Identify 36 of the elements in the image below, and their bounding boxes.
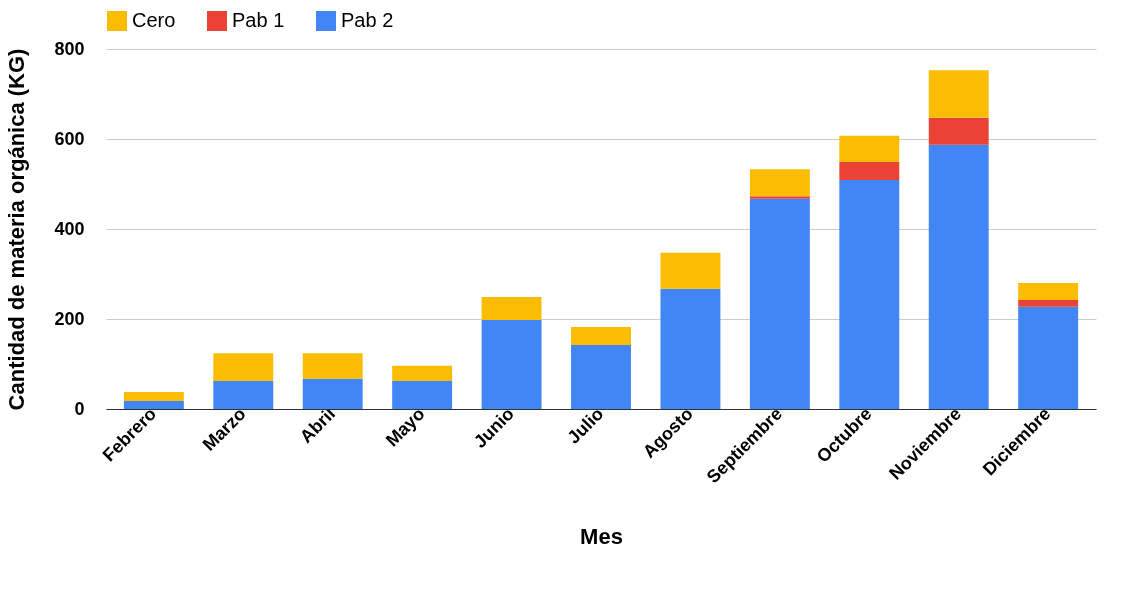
- bar: [749, 169, 810, 197]
- bar: [839, 161, 900, 180]
- bar: [839, 135, 900, 162]
- y-axis-title: Cantidad de materia orgánica (KG): [4, 48, 30, 411]
- bar: [928, 70, 989, 118]
- legend-label: Cero: [132, 9, 176, 31]
- bar: [392, 365, 453, 382]
- bar: [928, 144, 989, 409]
- bar: [123, 391, 184, 401]
- bar: [481, 319, 542, 409]
- bar: [749, 196, 810, 199]
- bar: [213, 381, 274, 409]
- bar: [1018, 283, 1079, 301]
- y-tick-label: 800: [54, 38, 85, 59]
- bar: [481, 296, 542, 320]
- bar: [1018, 300, 1079, 307]
- legend-label: Pab 2: [341, 9, 394, 31]
- bar: [660, 288, 721, 409]
- bar: [302, 378, 363, 409]
- bar: [660, 252, 721, 289]
- bar: [571, 345, 631, 409]
- y-tick-label: 200: [54, 308, 85, 329]
- bar: [302, 353, 363, 379]
- bar: [571, 327, 631, 346]
- bar: [928, 117, 989, 145]
- y-tick-label: 400: [54, 218, 85, 239]
- bar: [213, 353, 274, 382]
- bar: [1018, 306, 1079, 409]
- y-tick-label: 600: [54, 128, 85, 149]
- bar: [392, 381, 453, 409]
- legend-label: Pab 1: [232, 9, 285, 31]
- bar: [123, 400, 184, 409]
- y-tick-label: 0: [74, 398, 85, 419]
- bar: [749, 198, 810, 409]
- x-axis-title: Mes: [580, 524, 623, 550]
- bar: [839, 179, 900, 409]
